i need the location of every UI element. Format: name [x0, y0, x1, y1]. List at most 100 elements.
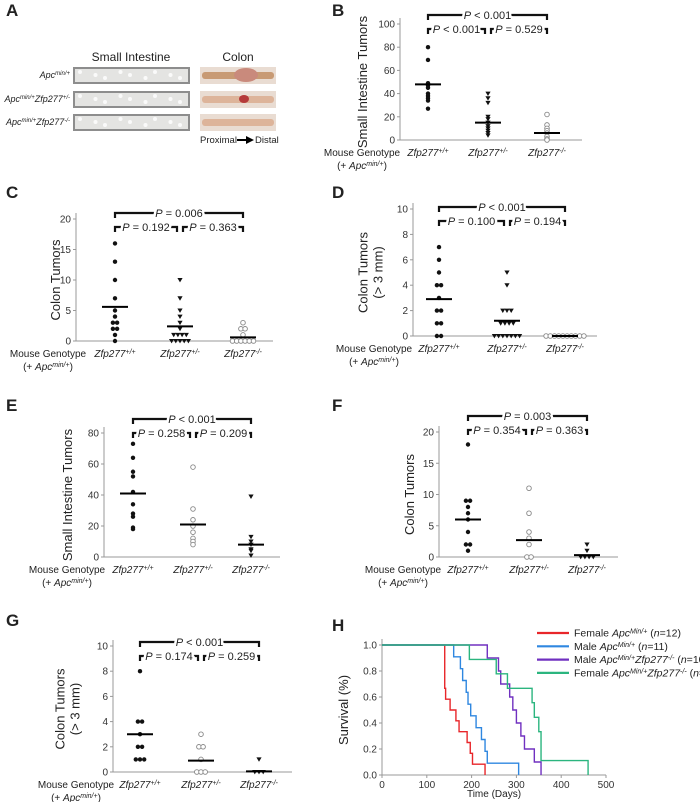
data-point — [112, 296, 118, 301]
x-axis-sublabel: (+ Apcmin/+) — [42, 578, 92, 590]
data-point — [526, 541, 532, 548]
y-tick-label: 80 — [88, 429, 100, 440]
data-point — [110, 326, 116, 331]
survival-curve — [382, 644, 589, 775]
data-point — [528, 554, 534, 560]
data-point — [500, 334, 506, 339]
panel-letter: B — [332, 1, 344, 20]
significance-bracket — [508, 219, 567, 226]
colon-photo — [200, 114, 276, 131]
x-axis-label: Mouse Genotype — [324, 148, 401, 159]
y-tick-label: 8 — [102, 667, 108, 678]
p-value-label: P = 0.259 — [208, 651, 255, 663]
p-value-label: P < 0.001 — [168, 414, 215, 426]
genotype-row-label: Apcmin/+ — [39, 70, 71, 80]
panel-b: B 0 20 40 60 80 100 Small Intestine TumorsMouse… — [324, 1, 582, 172]
y-axis-label: Colon Tumors — [53, 668, 68, 749]
data-point — [465, 442, 471, 447]
p-value-label: P < 0.001 — [176, 637, 223, 649]
significance-bracket — [466, 414, 589, 421]
data-point — [425, 57, 431, 63]
data-point — [425, 45, 431, 50]
y-tick-label: 0 — [65, 337, 71, 348]
data-point — [526, 485, 532, 492]
data-point — [434, 321, 440, 326]
significance-bracket — [131, 417, 253, 424]
data-point — [130, 455, 136, 460]
data-point — [177, 326, 183, 332]
data-point — [584, 542, 590, 547]
x-axis-sublabel: (+ Apcmin/+) — [337, 161, 387, 173]
y-tick-label: 8 — [402, 230, 408, 241]
data-point — [504, 308, 510, 313]
y-axis-label: Survival (%) — [336, 675, 351, 745]
y-tick-label: 0 — [402, 332, 408, 343]
category-label: Zfp277+/+ — [93, 349, 135, 361]
data-point — [130, 474, 136, 479]
data-point — [248, 548, 254, 554]
distal-label: Distal — [255, 135, 279, 146]
y-tick-label: 20 — [88, 522, 100, 533]
significance-bracket — [489, 27, 549, 34]
data-point — [173, 339, 179, 344]
panel-e: E 0 20 40 60 80 Small Intestine Tumors Mouse Ge… — [6, 396, 280, 589]
data-point — [508, 308, 514, 313]
data-point — [130, 511, 136, 516]
data-point — [485, 114, 491, 120]
survival-curve — [382, 644, 486, 775]
category-label: Zfp277-/- — [527, 148, 566, 160]
y-tick-label: 20 — [384, 112, 396, 123]
data-point — [248, 553, 254, 558]
data-point — [190, 541, 196, 548]
x-tick-label: 200 — [463, 780, 480, 791]
data-point — [177, 278, 183, 283]
data-point — [181, 339, 187, 344]
data-point — [183, 332, 189, 338]
y-tick-label: 60 — [384, 66, 396, 77]
data-point — [485, 126, 491, 131]
data-point — [504, 334, 510, 339]
data-point — [190, 529, 196, 535]
y-axis-label: Colon Tumors — [48, 239, 63, 320]
data-point — [504, 283, 510, 288]
small-intestine-title: Small Intestine — [92, 50, 171, 64]
data-point — [438, 333, 444, 339]
data-point — [485, 124, 491, 129]
y-tick-label: 0.4 — [363, 719, 377, 730]
significance-bracket — [138, 640, 261, 647]
data-point — [179, 332, 185, 338]
y-tick-label: 6 — [402, 255, 408, 266]
category-label: Zfp277+/+ — [417, 344, 459, 356]
data-point — [485, 133, 491, 138]
data-point — [112, 308, 118, 313]
survival-curve — [382, 644, 542, 775]
data-point — [130, 469, 136, 474]
data-point — [485, 91, 491, 96]
x-axis-label: Mouse Genotype — [365, 565, 442, 576]
x-axis-sublabel: (+ Apcmin/+) — [378, 578, 428, 590]
x-axis-label: Mouse Genotype — [38, 780, 115, 791]
y-tick-label: 40 — [88, 491, 100, 502]
genotype-row-label: Apcmin/+Zfp277-/- — [5, 117, 70, 127]
data-point — [436, 257, 442, 262]
p-value-label: P = 0.363 — [189, 222, 236, 234]
data-point — [425, 98, 431, 103]
data-point — [584, 548, 590, 554]
y-tick-label: 0 — [428, 553, 434, 564]
data-point — [485, 96, 491, 101]
x-axis-sublabel: (+ Apcmin/+) — [51, 793, 101, 802]
data-point — [434, 333, 440, 339]
data-point — [130, 514, 136, 519]
data-point — [169, 339, 175, 344]
colon-title: Colon — [222, 50, 253, 64]
category-label: Zfp277+/+ — [118, 780, 160, 792]
significance-bracket — [113, 225, 179, 232]
data-point — [112, 259, 118, 264]
y-tick-label: 6 — [102, 692, 108, 703]
p-value-label: P = 0.003 — [504, 411, 551, 423]
data-point — [544, 137, 550, 143]
y-tick-label: 15 — [423, 459, 435, 470]
data-point — [171, 332, 177, 338]
y-tick-label: 20 — [60, 215, 72, 226]
y-axis-label: (> 3 mm) — [371, 246, 386, 298]
